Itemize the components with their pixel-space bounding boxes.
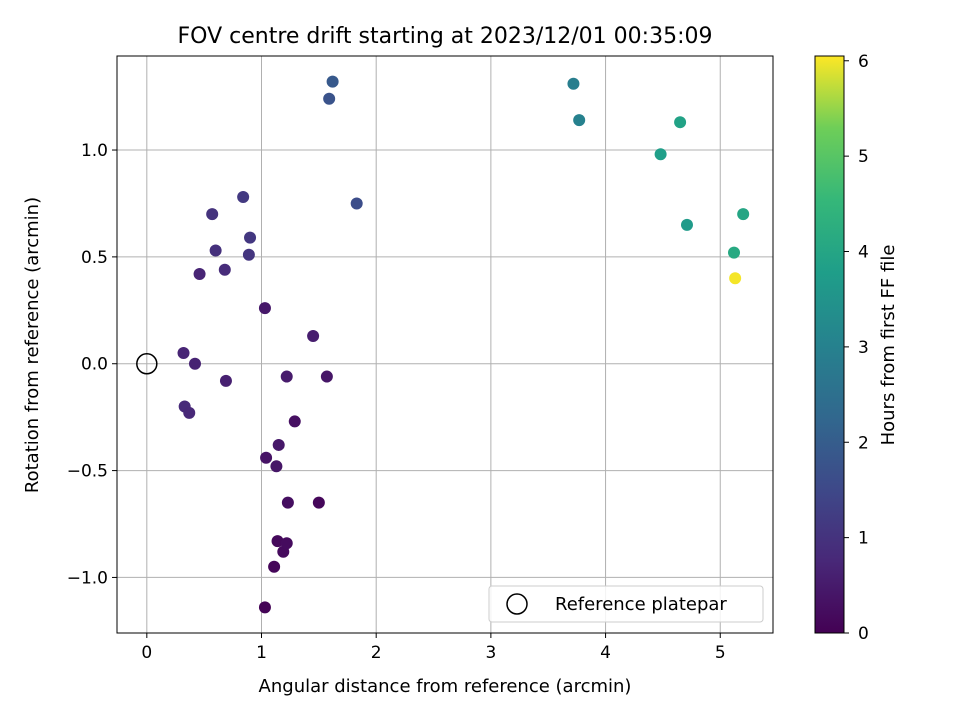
data-point <box>260 451 273 464</box>
data-point <box>680 218 693 231</box>
data-point <box>271 535 284 548</box>
grid <box>117 56 773 633</box>
x-tick-label: 3 <box>485 643 496 663</box>
x-tick-label: 4 <box>600 643 611 663</box>
data-point <box>209 244 222 257</box>
data-point <box>193 267 206 280</box>
data-point <box>350 197 363 210</box>
data-point <box>268 560 281 573</box>
colorbar-ticks: 0 1 2 3 4 5 6 <box>844 52 869 644</box>
colorbar-tick-label: 5 <box>858 147 869 167</box>
data-point <box>183 406 196 419</box>
reference-point <box>136 352 158 375</box>
data-point <box>280 537 293 550</box>
colorbar-label: Hours from first FF file <box>878 245 899 446</box>
y-tick-label: −0.5 <box>67 462 108 482</box>
colorbar-tick-label: 2 <box>858 433 869 453</box>
x-axis-ticks: 0 1 2 3 4 5 <box>141 633 726 663</box>
data-point <box>288 415 301 428</box>
colorbar-tick-label: 0 <box>858 624 869 644</box>
x-axis-label: Angular distance from reference (arcmin) <box>259 676 632 697</box>
data-point <box>281 496 294 509</box>
legend-marker-reference <box>506 593 528 615</box>
data-point <box>218 263 231 276</box>
data-point <box>206 208 219 221</box>
x-tick-label: 1 <box>256 643 267 663</box>
y-tick-label: 0.0 <box>81 355 108 375</box>
data-point <box>573 114 586 127</box>
data-point <box>258 302 271 315</box>
chart-title: FOV centre drift starting at 2023/12/01 … <box>178 24 713 49</box>
colorbar: 0 1 2 3 4 5 6 Hours from first FF file <box>814 52 899 644</box>
data-point <box>312 496 325 509</box>
reference-marker <box>136 352 158 375</box>
data-point <box>674 116 687 129</box>
x-tick-label: 2 <box>371 643 382 663</box>
x-tick-label: 5 <box>715 643 726 663</box>
data-point <box>177 347 190 360</box>
data-point <box>219 374 232 387</box>
data-point <box>242 248 255 261</box>
colorbar-tick-label: 6 <box>858 52 869 72</box>
y-axis-label: Rotation from reference (arcmin) <box>22 197 43 493</box>
x-tick-label: 0 <box>141 643 152 663</box>
data-point <box>258 601 271 614</box>
data-point <box>280 370 293 383</box>
colorbar-tick-label: 1 <box>858 529 869 549</box>
y-axis-ticks: −1.0 −0.5 0.0 0.5 1.0 <box>67 141 117 588</box>
y-tick-label: 1.0 <box>81 141 108 161</box>
data-point <box>567 77 580 90</box>
colorbar-tick-label: 3 <box>858 338 869 358</box>
data-point <box>326 75 339 88</box>
data-points <box>177 75 750 614</box>
data-point <box>237 191 250 204</box>
colorbar-tick-label: 4 <box>858 243 869 263</box>
data-point <box>188 357 201 370</box>
data-point <box>307 329 320 342</box>
legend-box <box>488 585 764 623</box>
data-point <box>244 231 257 244</box>
data-point <box>729 272 742 285</box>
y-tick-label: −1.0 <box>67 568 108 588</box>
data-point <box>323 92 336 105</box>
legend-label-reference: Reference platepar <box>555 594 727 615</box>
data-point <box>737 208 750 221</box>
data-point <box>272 438 285 451</box>
data-point <box>654 148 667 161</box>
colorbar-gradient <box>814 55 845 634</box>
data-point <box>270 460 283 473</box>
plot-frame <box>116 55 774 634</box>
y-tick-label: 0.5 <box>81 248 108 268</box>
data-point <box>728 246 741 259</box>
legend: Reference platepar <box>488 585 764 623</box>
data-point <box>320 370 333 383</box>
